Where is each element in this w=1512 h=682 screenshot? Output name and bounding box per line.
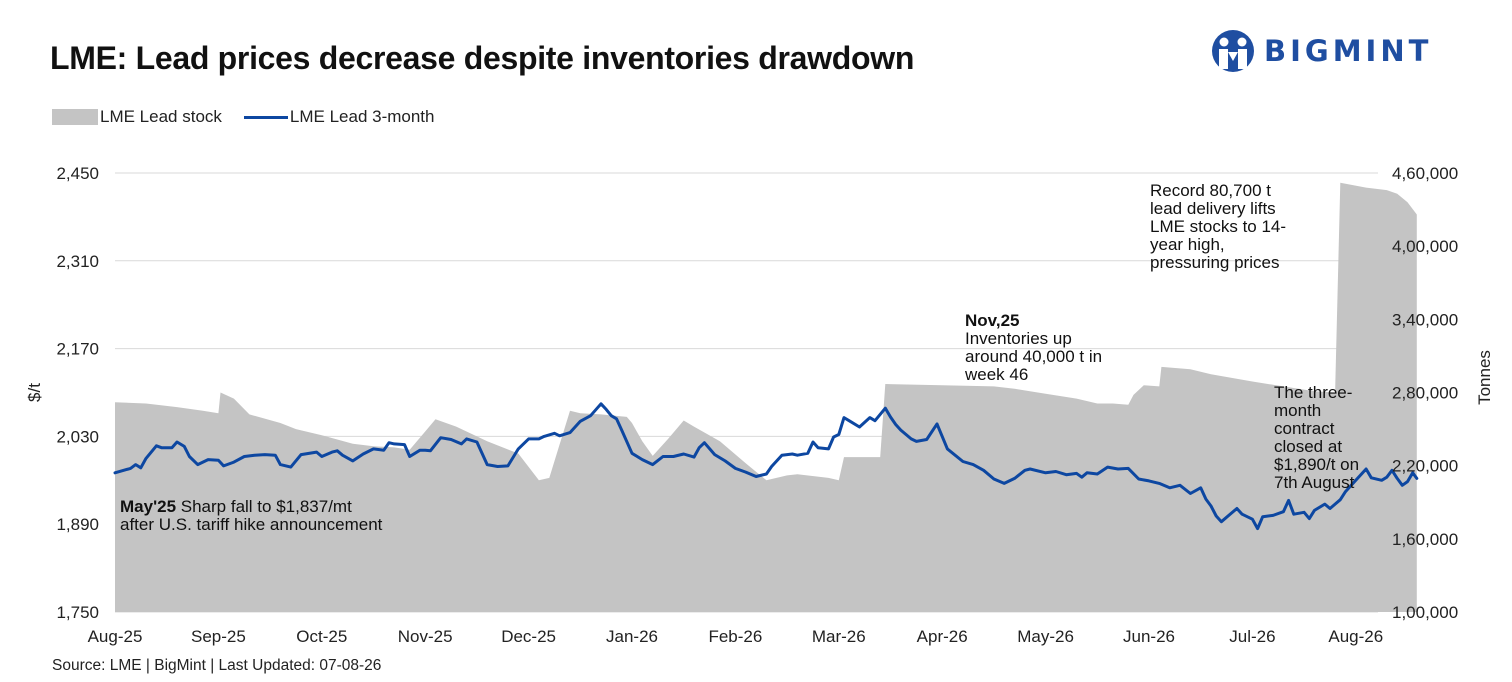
- chart-legend: LME Lead stock LME Lead 3-month: [52, 107, 457, 127]
- source-note: Source: LME | BigMint | Last Updated: 07…: [52, 657, 382, 674]
- stock-area-series: [115, 182, 1417, 613]
- x-tick-label: Mar-26: [812, 627, 866, 646]
- annotation-may-title: May'25: [120, 497, 177, 516]
- y-tick-label: 1,750: [56, 603, 99, 622]
- x-tick-label: Apr-26: [917, 627, 968, 646]
- x-tick-label: Jan-26: [606, 627, 658, 646]
- brand-name: BIGMINT: [1264, 34, 1433, 68]
- annotation-nov-title: Nov,25: [965, 311, 1020, 330]
- legend-swatch-price: [243, 115, 288, 119]
- y-axis-title: $/t: [25, 383, 44, 402]
- annotation-nov-text: Inventories up around 40,000 t in week 4…: [965, 329, 1103, 384]
- annotation-record: Record 80,700 t lead delivery lifts LME …: [1150, 182, 1300, 272]
- legend-label-price: LME Lead 3-month: [289, 107, 435, 126]
- y-tick-label: 2,450: [56, 164, 99, 183]
- bigmint-logo-icon: [1212, 30, 1254, 72]
- price-line-series: [113, 402, 1419, 531]
- y-tick-label: 2,030: [56, 427, 99, 446]
- legend-item-price: LME Lead 3-month: [243, 107, 435, 127]
- y2-axis-title: Tonnes: [1475, 350, 1494, 405]
- x-tick-label: Jun-26: [1123, 627, 1175, 646]
- annotation-may-text: Sharp fall to $1,837/mt after U.S. tarif…: [120, 497, 383, 534]
- price-line: [113, 402, 1419, 531]
- y2-tick-label: 3,40,000: [1392, 310, 1458, 329]
- axes: 1,750 1,890 2,030 2,170 2,310 2,450 1,00,000 1,…: [25, 164, 1494, 646]
- y2-tick-label: 2,80,000: [1392, 384, 1458, 403]
- y2-tick-label: 4,60,000: [1392, 164, 1458, 183]
- y-tick-label: 2,310: [56, 252, 99, 271]
- y2-tick-label: 2,20,000: [1392, 457, 1458, 476]
- annotation-close-text: The three-month contract closed at $1,89…: [1274, 383, 1360, 492]
- x-tick-label: Feb-26: [708, 627, 762, 646]
- annotation-nov: Nov,25 Inventories up around 40,000 t in…: [965, 312, 1115, 384]
- y2-tick-label: 1,00,000: [1392, 603, 1458, 622]
- chart-title: LME: Lead prices decrease despite invent…: [50, 40, 915, 76]
- y-tick-label: 1,890: [56, 515, 99, 534]
- legend-label-stock: LME Lead stock: [100, 107, 222, 126]
- x-tick-label: Dec-25: [501, 627, 556, 646]
- annotation-may: May'25 Sharp fall to $1,837/mt after U.S…: [120, 498, 390, 534]
- x-tick-label: Aug-25: [88, 627, 143, 646]
- stock-area: [115, 182, 1417, 613]
- y2-tick-label: 4,00,000: [1392, 237, 1458, 256]
- annotation-close: The three-month contract closed at $1,89…: [1274, 384, 1366, 492]
- legend-item-stock: LME Lead stock: [52, 107, 222, 127]
- legend-swatch-stock: [52, 109, 98, 125]
- annotation-record-text: Record 80,700 t lead delivery lifts LME …: [1150, 181, 1287, 272]
- x-tick-label: Nov-25: [398, 627, 453, 646]
- x-tick-label: Jul-26: [1229, 627, 1275, 646]
- x-tick-label: Sep-25: [191, 627, 246, 646]
- bigmint-logo: BIGMINT: [1210, 28, 1432, 74]
- y-tick-label: 2,170: [56, 340, 99, 359]
- y2-tick-label: 1,60,000: [1392, 530, 1458, 549]
- x-tick-label: Aug-26: [1328, 627, 1383, 646]
- x-tick-label: May-26: [1017, 627, 1074, 646]
- x-tick-label: Oct-25: [296, 627, 347, 646]
